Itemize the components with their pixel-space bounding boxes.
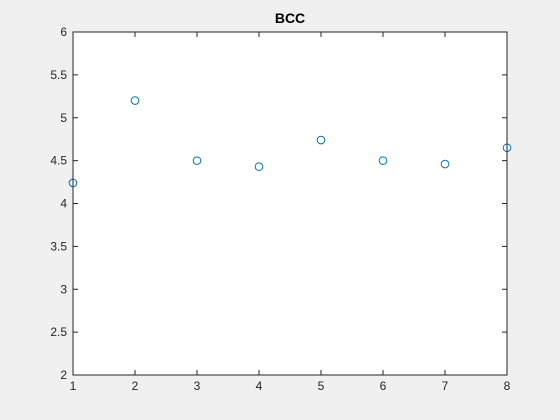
- y-tick-label: 3: [60, 282, 67, 296]
- axes-background: [73, 32, 507, 375]
- y-tick-label: 3.5: [50, 239, 67, 253]
- x-tick-label: 2: [132, 379, 139, 393]
- data-point: [440, 159, 450, 169]
- y-tick-label: 5: [60, 111, 67, 125]
- data-point: [192, 156, 202, 165]
- x-tick-label: 6: [380, 379, 387, 393]
- y-tick-label: 5.5: [50, 68, 67, 82]
- y-tick-label: 6: [60, 25, 67, 39]
- y-tick-label: 2.5: [50, 325, 67, 339]
- y-tick-label: 4: [60, 197, 67, 211]
- data-point: [254, 162, 264, 171]
- axes-box: [72, 31, 508, 376]
- tick-layer: 1 2 3 4 5 6 7 822.533.544.555.56: [50, 25, 510, 393]
- x-tick-label: 4: [256, 379, 263, 393]
- chart-title: BCC: [275, 10, 305, 26]
- x-tick-label: 7: [442, 379, 449, 393]
- x-tick-label: 8: [504, 379, 511, 393]
- data-point: [378, 156, 388, 165]
- y-tick-label: 2: [60, 368, 67, 382]
- x-tick-label: 1: [70, 379, 77, 393]
- x-tick-label: 3: [194, 379, 201, 393]
- data-point: [130, 96, 140, 105]
- x-tick-label: 5: [318, 379, 325, 393]
- y-tick-label: 4.5: [50, 154, 67, 168]
- data-point: [316, 135, 326, 145]
